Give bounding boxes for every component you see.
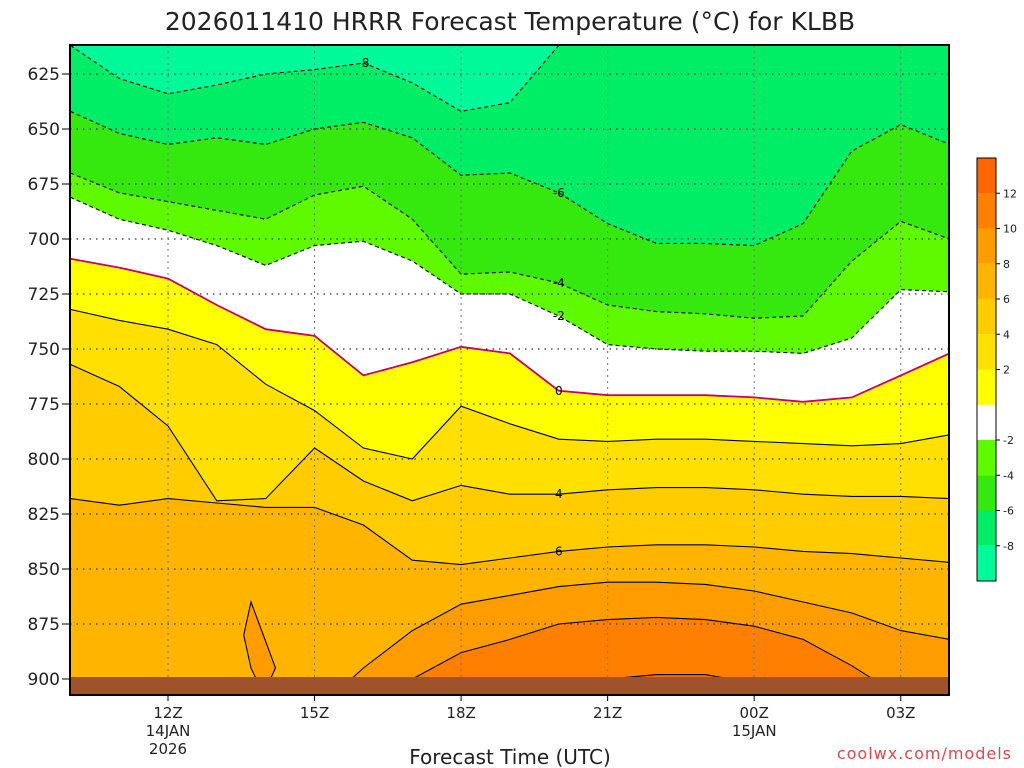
- x-tick-label: 15Z: [300, 704, 329, 722]
- colorbar-label: -2: [1003, 434, 1014, 447]
- y-tick-label: 700: [28, 230, 60, 250]
- y-tick-label: 800: [28, 450, 60, 470]
- isotherm-label: 4: [555, 487, 563, 501]
- colorbar-swatch: [977, 158, 996, 194]
- isotherm--4: [70, 172, 949, 319]
- y-tick-label: 825: [28, 505, 60, 525]
- x-tick-label: 00Z: [740, 704, 769, 722]
- colorbar-label: -4: [1003, 469, 1014, 482]
- colorbar-swatch: [977, 545, 996, 581]
- colorbar-label: 2: [1003, 364, 1010, 377]
- x-tick-label: 21Z: [593, 704, 622, 722]
- x-tick-year: 2026: [149, 740, 187, 758]
- isotherm-6: [70, 498, 949, 566]
- site-credit: coolwx.com/models: [837, 744, 1012, 763]
- isotherm-2: [70, 308, 949, 460]
- band--8: [70, 45, 949, 246]
- isotherm--2: [70, 196, 949, 354]
- colorbar-label: 10: [1003, 223, 1017, 236]
- colorbar-label: 6: [1003, 293, 1010, 306]
- x-tick-label: 12Z: [153, 704, 182, 722]
- colorbar-label: -8: [1003, 540, 1014, 553]
- colorbar-swatch: [977, 263, 996, 299]
- band-0: [70, 258, 949, 459]
- band--4: [70, 173, 949, 354]
- colorbar-label: 8: [1003, 258, 1010, 271]
- isotherm-label: -8: [357, 56, 369, 70]
- x-tick-date: 15JAN: [732, 722, 777, 740]
- band-6: [70, 498, 949, 695]
- y-tick-label: 675: [28, 175, 60, 195]
- isotherm-label: -2: [553, 309, 565, 323]
- band--2: [70, 197, 949, 402]
- colorbar-swatch: [977, 440, 996, 476]
- y-tick-label: 625: [28, 65, 60, 85]
- x-axis-label: Forecast Time (UTC): [409, 745, 611, 768]
- y-tick-label: 725: [28, 285, 60, 305]
- band-2: [70, 309, 949, 501]
- x-tick-label: 03Z: [886, 704, 915, 722]
- isotherm--8: [70, 45, 560, 112]
- temperature-fill-bands: [70, 45, 949, 695]
- band-10: [382, 617, 899, 695]
- isotherm-0: [70, 257, 949, 403]
- colorbar-swatch: [977, 404, 996, 440]
- colorbar-label: 12: [1003, 187, 1017, 200]
- isotherm-label: -6: [553, 186, 565, 200]
- y-tick-label: 750: [28, 340, 60, 360]
- y-tick-label: 650: [28, 120, 60, 140]
- y-tick-label: 900: [28, 670, 60, 690]
- band--6: [70, 111, 949, 319]
- isotherm-label: -4: [553, 276, 565, 290]
- colorbar-label: -6: [1003, 505, 1014, 518]
- band-4: [70, 364, 949, 565]
- y-tick-label: 775: [28, 395, 60, 415]
- colorbar-swatch: [977, 369, 996, 405]
- isotherm-label: 6: [555, 544, 563, 558]
- band-8: [70, 582, 949, 695]
- isotherm-8: [70, 581, 949, 695]
- colorbar-swatch: [977, 334, 996, 370]
- colorbar-swatch: [977, 475, 996, 511]
- isotherm-label: 0: [555, 384, 563, 398]
- chart-title: 2026011410 HRRR Forecast Temperature (°C…: [165, 7, 855, 36]
- colorbar-swatch: [977, 299, 996, 335]
- isotherm-4: [70, 363, 949, 502]
- y-tick-label: 875: [28, 615, 60, 635]
- x-tick-label: 18Z: [446, 704, 475, 722]
- colorbar-label: 4: [1003, 328, 1010, 341]
- isotherm-contours: -8 -6 -4 -2 0 4 6: [70, 45, 949, 695]
- colorbar-swatch: [977, 510, 996, 546]
- colorbar-swatch: [977, 193, 996, 229]
- isotherm-10: [381, 616, 900, 695]
- colorbar-swatch: [977, 228, 996, 264]
- isotherm--6: [70, 110, 949, 247]
- ground-layer: [70, 677, 949, 695]
- y-axis-pressure-labels: 625 650 675 700 725 750 775 800 825 850 875 900: [28, 65, 70, 690]
- y-tick-label: 850: [28, 560, 60, 580]
- plot-frame: [69, 44, 950, 696]
- grid-lines: [70, 45, 949, 695]
- colorbar-legend: -8 -6 -4 -2 2 4 6 8 10 12: [976, 157, 1017, 582]
- x-tick-date: 14JAN: [146, 722, 191, 740]
